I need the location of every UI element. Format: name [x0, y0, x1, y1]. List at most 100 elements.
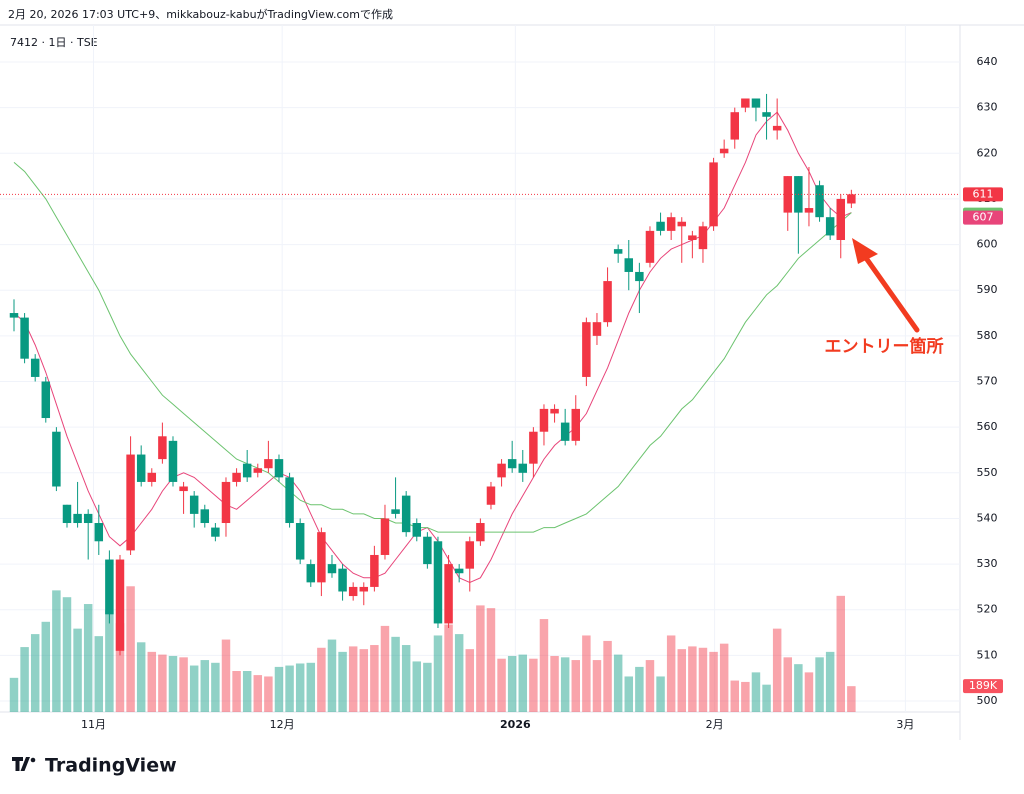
- volume-bar: [253, 675, 263, 712]
- y-tick-label: 620: [977, 146, 998, 159]
- candle-body: [306, 564, 316, 583]
- volume-bar: [666, 635, 676, 712]
- volume-bar: [656, 676, 665, 712]
- candle-body: [730, 112, 739, 140]
- candle-body: [317, 532, 326, 583]
- volume-label: 189K: [969, 679, 998, 692]
- candle-body: [370, 554, 379, 587]
- candle-body: [73, 513, 82, 524]
- volume-bar: [232, 671, 241, 712]
- moving-average: [13, 111, 852, 583]
- volume-bar: [804, 672, 814, 712]
- volume-bar: [476, 605, 485, 712]
- volume-label-box: [963, 679, 1003, 694]
- y-tick-label: 550: [977, 466, 998, 479]
- y-tick-label: 510: [977, 648, 998, 661]
- y-tick-label: 560: [977, 420, 998, 433]
- volume-bar: [486, 608, 496, 712]
- volume-bar: [815, 657, 824, 712]
- candle-body: [359, 586, 369, 592]
- volume-bar: [412, 661, 422, 712]
- candle-body: [30, 358, 40, 377]
- candle-body: [688, 235, 697, 241]
- annotation: エントリー箇所: [825, 336, 944, 357]
- candle-body: [486, 486, 496, 505]
- candle-body: [804, 208, 814, 213]
- volume-bar: [741, 681, 750, 712]
- volume-bar: [423, 662, 432, 712]
- candle-body: [666, 217, 676, 231]
- candle-body: [221, 481, 231, 524]
- volume-bar: [529, 658, 538, 712]
- candle-body: [232, 472, 241, 482]
- y-tick-label: 500: [977, 694, 998, 707]
- volume-bar: [751, 672, 761, 712]
- volume-bar: [592, 660, 602, 712]
- candle-body: [189, 495, 199, 514]
- candle-body: [539, 408, 549, 432]
- candle-body: [83, 513, 93, 524]
- candle-body: [41, 381, 51, 419]
- volume-bar: [645, 660, 655, 712]
- volume-bar: [126, 586, 135, 712]
- volume-bar: [401, 645, 411, 712]
- candle-body: [20, 317, 29, 359]
- volume-bar: [338, 651, 347, 712]
- ma-label-box: [963, 210, 1003, 225]
- y-tick-label: 630: [977, 101, 998, 114]
- volume-bar: [359, 649, 369, 712]
- volume-bar: [94, 636, 104, 712]
- volume-bar: [147, 651, 157, 712]
- last-price-label-box: [963, 187, 1003, 202]
- x-tick-label: 2月: [706, 718, 724, 731]
- candle-body: [762, 112, 771, 117]
- y-tick-label: 520: [977, 603, 998, 616]
- ma-label: 607: [973, 211, 994, 224]
- volume-bar: [327, 639, 337, 712]
- candle-body: [423, 536, 432, 565]
- volume-bar: [83, 604, 93, 712]
- volume-bar: [370, 645, 379, 712]
- volume-bar: [698, 647, 708, 712]
- candle-body: [603, 281, 612, 323]
- logo: TradingView: [12, 755, 177, 777]
- y-tick-label: 640: [977, 55, 998, 68]
- candle-body: [253, 468, 263, 473]
- candle-body: [380, 518, 390, 555]
- candle-body: [348, 586, 358, 597]
- volume-bar: [189, 665, 199, 712]
- candle-body: [560, 422, 570, 441]
- candle-body: [698, 226, 708, 250]
- candle-body: [327, 564, 337, 574]
- x-tick-label: 2026: [500, 718, 531, 731]
- candle-body: [444, 564, 453, 624]
- volume-bar: [783, 657, 792, 712]
- volume-bar: [179, 657, 188, 712]
- candle-body: [783, 176, 792, 213]
- volume-bar: [200, 660, 210, 712]
- candle-body: [709, 162, 718, 227]
- candle-body: [433, 541, 443, 624]
- volume-bar: [433, 635, 443, 712]
- candle-body: [62, 504, 72, 524]
- volume-bar: [497, 658, 506, 712]
- volume-bar: [613, 654, 623, 712]
- candle-body: [465, 541, 475, 569]
- volume-bar: [847, 686, 856, 712]
- candle-body: [412, 523, 422, 537]
- volume-bar: [9, 677, 19, 712]
- volume-bar: [295, 663, 305, 712]
- candle-body: [719, 148, 729, 154]
- volume-bar: [603, 640, 612, 712]
- volume-bar: [550, 655, 559, 712]
- x-tick-label: 12月: [270, 718, 295, 731]
- volume-bar: [285, 665, 294, 712]
- volume-bar: [30, 634, 40, 712]
- candle-body: [518, 463, 528, 473]
- x-tick-label: 3月: [896, 718, 914, 731]
- volume-bar: [41, 621, 51, 712]
- candle-body: [635, 271, 644, 282]
- candle-body: [741, 98, 750, 108]
